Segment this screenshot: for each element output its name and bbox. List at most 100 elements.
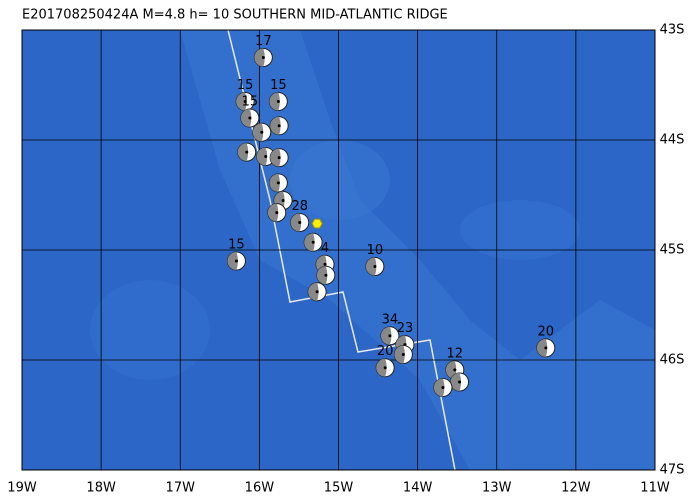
lon-tick-label: 11W xyxy=(640,481,670,496)
depth-label: 12 xyxy=(447,346,464,361)
beachball-axis xyxy=(276,100,280,103)
beachball-axis xyxy=(401,353,405,356)
lat-tick-label: 43S xyxy=(660,23,685,38)
beachball-axis xyxy=(277,124,281,128)
lat-tick-label: 46S xyxy=(660,353,685,368)
beachball-axis xyxy=(277,156,281,160)
focal-mechanism xyxy=(252,122,272,142)
beachball-axis xyxy=(373,265,377,268)
map-title: E201708250424A M=4.8 h= 10 SOUTHERN MID-… xyxy=(22,8,448,23)
depth-label: 15 xyxy=(228,238,245,253)
beachball-quadrant xyxy=(227,252,238,270)
beachball-quadrant xyxy=(445,360,457,379)
beachball-quadrant xyxy=(270,148,281,167)
beachball-quadrant xyxy=(316,266,328,285)
focal-mechanism xyxy=(253,48,273,67)
focal-mechanism xyxy=(450,372,470,392)
beachball-quadrant xyxy=(376,358,387,377)
beachball-axis xyxy=(261,56,265,59)
focal-mechanism xyxy=(433,378,453,397)
focal-mechanism xyxy=(269,116,289,136)
lon-tick-label: 18W xyxy=(86,481,116,496)
focal-mechanism xyxy=(240,108,260,128)
beachball-axis xyxy=(243,100,247,103)
beachball-quadrant xyxy=(269,173,280,192)
lon-tick-label: 17W xyxy=(166,481,196,496)
focal-mechanism xyxy=(269,148,289,168)
beachball-axis xyxy=(324,273,328,277)
depth-label: 34 xyxy=(382,312,399,327)
lon-tick-label: 15W xyxy=(324,481,354,496)
depth-label: 20 xyxy=(377,344,394,359)
beachball-quadrant xyxy=(304,233,315,252)
beachball-quadrant xyxy=(365,257,377,276)
beachball-quadrant xyxy=(269,92,280,111)
focal-mechanism xyxy=(307,282,327,302)
beachball-axis xyxy=(544,346,548,350)
beachball-quadrant xyxy=(433,378,445,397)
beachball-axis xyxy=(248,116,252,120)
focal-mechanism xyxy=(290,213,310,232)
beachball-axis xyxy=(453,368,457,372)
depth-label: 10 xyxy=(367,243,384,258)
beachball-axis xyxy=(275,211,279,215)
depth-label: 23 xyxy=(397,321,414,336)
depth-label: 15 xyxy=(237,78,254,93)
beachball-quadrant xyxy=(308,282,319,301)
focal-mechanism xyxy=(380,326,400,346)
focal-mechanism xyxy=(316,265,336,285)
depth-label: 28 xyxy=(291,199,308,214)
beachball-axis xyxy=(281,199,285,202)
lat-tick-label: 45S xyxy=(660,243,685,258)
focal-mechanism xyxy=(445,360,465,380)
beachball-axis xyxy=(298,221,302,224)
focal-mechanism xyxy=(393,345,413,364)
beachball-quadrant xyxy=(237,143,249,162)
lat-tick-label: 44S xyxy=(660,133,685,148)
lon-tick-label: 14W xyxy=(403,481,433,496)
beachball-quadrant xyxy=(256,147,268,166)
focal-mechanism xyxy=(375,358,395,378)
beachball-axis xyxy=(388,334,392,338)
lon-tick-label: 13W xyxy=(482,481,512,496)
lon-tick-label: 12W xyxy=(561,481,591,496)
beachball-axis xyxy=(315,290,319,294)
beachball-quadrant xyxy=(290,213,302,232)
depth-label: 17 xyxy=(255,34,272,49)
beachball-axis xyxy=(234,259,238,263)
beachball-axis xyxy=(276,181,280,185)
beachball-axis xyxy=(260,130,264,134)
lon-tick-label: 16W xyxy=(245,481,275,496)
focal-mechanism xyxy=(303,232,323,252)
beachball-axis xyxy=(458,380,462,384)
beachball-axis xyxy=(311,240,315,244)
lat-tick-label: 47S xyxy=(660,463,685,478)
beachball-quadrant xyxy=(394,345,405,364)
beachball-axis xyxy=(441,386,445,389)
focal-mechanism xyxy=(365,257,385,276)
beachball-quadrant xyxy=(380,326,392,345)
focal-mechanism xyxy=(235,92,255,111)
beachball-quadrant xyxy=(252,123,264,142)
focal-mechanism xyxy=(268,92,288,111)
beachball-quadrant xyxy=(450,373,462,391)
beachball-quadrant xyxy=(267,203,279,222)
focal-mechanism xyxy=(226,251,246,271)
depth-label: 15 xyxy=(242,95,259,110)
beachball-quadrant xyxy=(270,116,281,135)
ridge xyxy=(227,29,456,471)
lon-tick-label: 19W xyxy=(7,481,37,496)
beachball-axis xyxy=(323,262,327,266)
beachball-quadrant xyxy=(254,48,265,67)
focal-mechanism xyxy=(267,203,287,223)
focal-mechanism xyxy=(268,173,288,193)
beachball-axis xyxy=(383,366,387,370)
depth-label: 4 xyxy=(321,241,329,256)
focal-mechanism xyxy=(536,338,556,358)
epicenter xyxy=(311,218,323,229)
depth-label: 15 xyxy=(270,78,287,93)
beachball-quadrant xyxy=(236,92,247,111)
beachball-axis xyxy=(245,150,249,154)
beachball-axis xyxy=(264,155,268,158)
